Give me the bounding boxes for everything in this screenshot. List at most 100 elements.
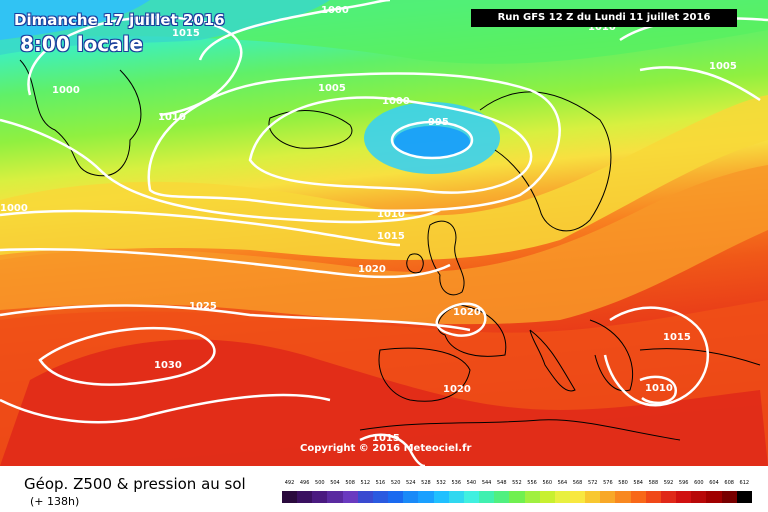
scale-label: 572 xyxy=(587,480,598,486)
scale-swatch xyxy=(736,491,752,503)
coastlines xyxy=(19,59,761,441)
scale-swatch xyxy=(342,491,358,503)
scale-label: 516 xyxy=(375,480,386,486)
scale-swatch xyxy=(327,491,343,503)
scale-label: 504 xyxy=(330,480,340,486)
isobar-label: 1000 xyxy=(382,96,410,107)
scale-label: 512 xyxy=(360,480,371,486)
isobar-1005-east xyxy=(639,66,761,102)
scale-label: 496 xyxy=(299,480,310,486)
scale-label: 564 xyxy=(557,480,568,486)
scale-swatch xyxy=(585,491,601,503)
scale-label: 524 xyxy=(406,480,416,486)
isobar-labels: 995 1000 1000 1000 1005 1005 1010 1010 1… xyxy=(0,5,737,444)
isobar-1005 xyxy=(147,72,561,212)
coast-italy xyxy=(529,329,576,392)
isobar-1030 xyxy=(38,326,216,386)
scale-label: 500 xyxy=(315,480,325,486)
coast-greenland xyxy=(19,59,142,177)
isobar-1020 xyxy=(0,247,451,279)
scale-swatch xyxy=(600,491,616,503)
legend-title: Géop. Z500 & pression au sol xyxy=(24,475,246,493)
isobar-1025 xyxy=(0,304,471,332)
isobars xyxy=(0,0,768,466)
scale-label: 588 xyxy=(648,480,659,486)
scale-label: 612 xyxy=(739,480,750,486)
isobar-label: 1000 xyxy=(321,5,349,16)
scale-swatch xyxy=(569,491,586,503)
coast-ireland xyxy=(406,253,424,274)
z500-band-orange xyxy=(0,165,768,325)
isobar-label: 1020 xyxy=(443,384,471,395)
isobar-label: 1000 xyxy=(52,85,80,96)
scale-swatch xyxy=(433,491,449,503)
scale-label: 540 xyxy=(466,480,477,486)
forecast-time: 8:00 locale xyxy=(20,32,144,56)
scale-label: 528 xyxy=(421,480,431,486)
scale-swatch xyxy=(372,491,389,503)
color-scale: 492 496 500 504 508 512 516 520 524 528 532 536 540 5… xyxy=(282,480,752,506)
scale-swatch xyxy=(524,491,540,503)
scale-swatch xyxy=(676,491,692,503)
scale-label: 492 xyxy=(284,480,295,486)
isobar-1000-center xyxy=(248,96,533,194)
isobar-label: 1025 xyxy=(189,301,217,312)
isobar-1015 xyxy=(0,209,401,247)
scale-label: 600 xyxy=(694,480,704,486)
scale-swatch xyxy=(539,491,555,503)
map-svg: 995 1000 1000 1000 1005 1005 1010 1010 1… xyxy=(0,0,768,466)
scale-label: 520 xyxy=(390,480,401,486)
forecast-date: Dimanche 17 juillet 2016 xyxy=(14,11,225,29)
isobar-1010-north xyxy=(0,118,441,224)
scale-swatch xyxy=(312,491,328,503)
scale-swatch xyxy=(297,491,313,503)
copyright-text: Copyright © 2016 Meteociel.fr xyxy=(300,443,472,454)
scale-label: 596 xyxy=(678,480,689,486)
scale-swatch xyxy=(494,491,510,503)
scale-label: 508 xyxy=(345,480,355,486)
scale-label: 580 xyxy=(618,480,628,486)
isobar-label: 1010 xyxy=(377,209,405,220)
coast-scandinavia xyxy=(479,91,612,232)
isobar-1010-east xyxy=(639,375,677,405)
isobar-label: 1000 xyxy=(0,203,28,214)
isobar-label: 1010 xyxy=(645,383,673,394)
scale-swatch xyxy=(418,491,434,503)
z500-band-blue xyxy=(0,0,150,40)
scale-swatch xyxy=(660,491,677,503)
scale-label: 592 xyxy=(663,480,674,486)
scale-swatch xyxy=(721,491,737,503)
isobar-label: 1015 xyxy=(372,433,400,444)
coast-iceland xyxy=(268,110,353,149)
scale-label: 536 xyxy=(451,480,462,486)
scale-label: 568 xyxy=(572,480,583,486)
scale-label: 556 xyxy=(527,480,537,486)
geopotential-map: 995 1000 1000 1000 1005 1005 1010 1010 1… xyxy=(0,0,768,466)
isobar-label: 1005 xyxy=(318,83,346,94)
coast-britain xyxy=(427,220,465,296)
isobar-label: 995 xyxy=(428,117,449,128)
model-run-label: Run GFS 12 Z du Lundi 11 juillet 2016 xyxy=(471,9,737,27)
coast-france xyxy=(437,304,507,357)
scale-label: 584 xyxy=(633,480,643,486)
scale-label: 560 xyxy=(542,480,552,486)
scale-swatch xyxy=(645,491,661,503)
isobar-1025-south xyxy=(0,393,331,424)
scale-swatch xyxy=(282,491,298,503)
z500-band-yellow xyxy=(0,95,768,260)
scale-swatch xyxy=(691,491,707,503)
isobar-label: 1020 xyxy=(358,264,386,275)
isobar-1020-france xyxy=(435,302,487,337)
isobar-label: 1020 xyxy=(453,307,481,318)
isobar-label: 1015 xyxy=(377,231,405,242)
isobar-label: 1030 xyxy=(154,360,182,371)
scale-swatch xyxy=(509,491,525,503)
scale-label: 608 xyxy=(724,480,734,486)
isobar-label: 1015 xyxy=(172,28,200,39)
scale-label: 532 xyxy=(436,480,446,486)
isobar-1015-south xyxy=(359,433,426,466)
coast-iberia xyxy=(378,347,471,402)
legend-panel: Géop. Z500 & pression au sol (+ 138h) 49… xyxy=(0,466,768,512)
scale-label: 552 xyxy=(512,480,522,486)
scale-swatch xyxy=(388,491,404,503)
